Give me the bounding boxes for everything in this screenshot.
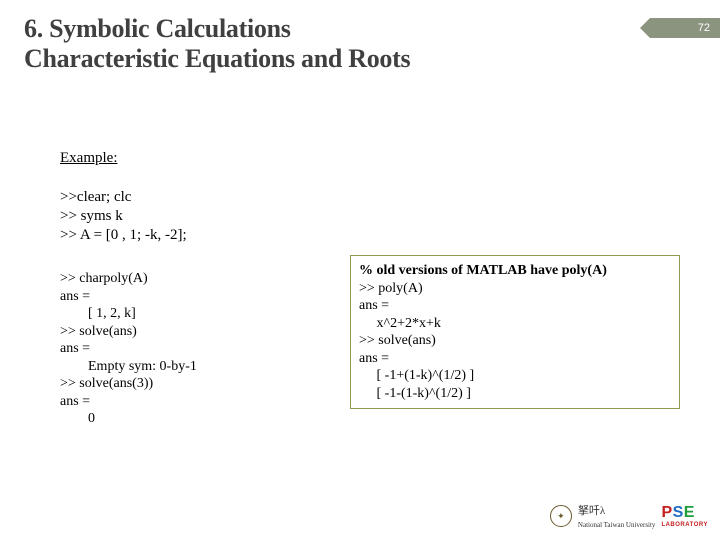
footer: ✦ 拏吀λNational Taiwan University PSE LABO…	[550, 502, 708, 530]
logo-letter-e: E	[684, 504, 695, 521]
lab-logo: PSE LABORATORY	[661, 504, 708, 528]
logo-letter-s: S	[673, 504, 684, 521]
page-number: 72	[698, 22, 710, 34]
legacy-box-header: % old versions of MATLAB have poly(A)	[359, 263, 607, 278]
university-name: 拏吀λNational Taiwan University	[578, 502, 656, 530]
legacy-matlab-box: % old versions of MATLAB have poly(A) >>…	[350, 255, 680, 409]
page-number-badge: 72	[650, 18, 720, 38]
example-label: Example:	[60, 150, 117, 167]
code-block-bottom: >> charpoly(A) ans = [ 1, 2, k] >> solve…	[60, 270, 197, 428]
logo-letter-p: P	[661, 504, 672, 521]
slide: 72 6. Symbolic CalculationsCharacteristi…	[0, 0, 720, 540]
legacy-box-body: >> poly(A) ans = x^2+2*x+k >> solve(ans)…	[359, 281, 474, 401]
logo-subtitle: LABORATORY	[661, 522, 708, 528]
code-block-top: >>clear; clc >> syms k >> A = [0 , 1; -k…	[60, 188, 187, 244]
slide-title: 6. Symbolic CalculationsCharacteristic E…	[24, 14, 584, 74]
university-seal-icon: ✦	[550, 505, 572, 527]
